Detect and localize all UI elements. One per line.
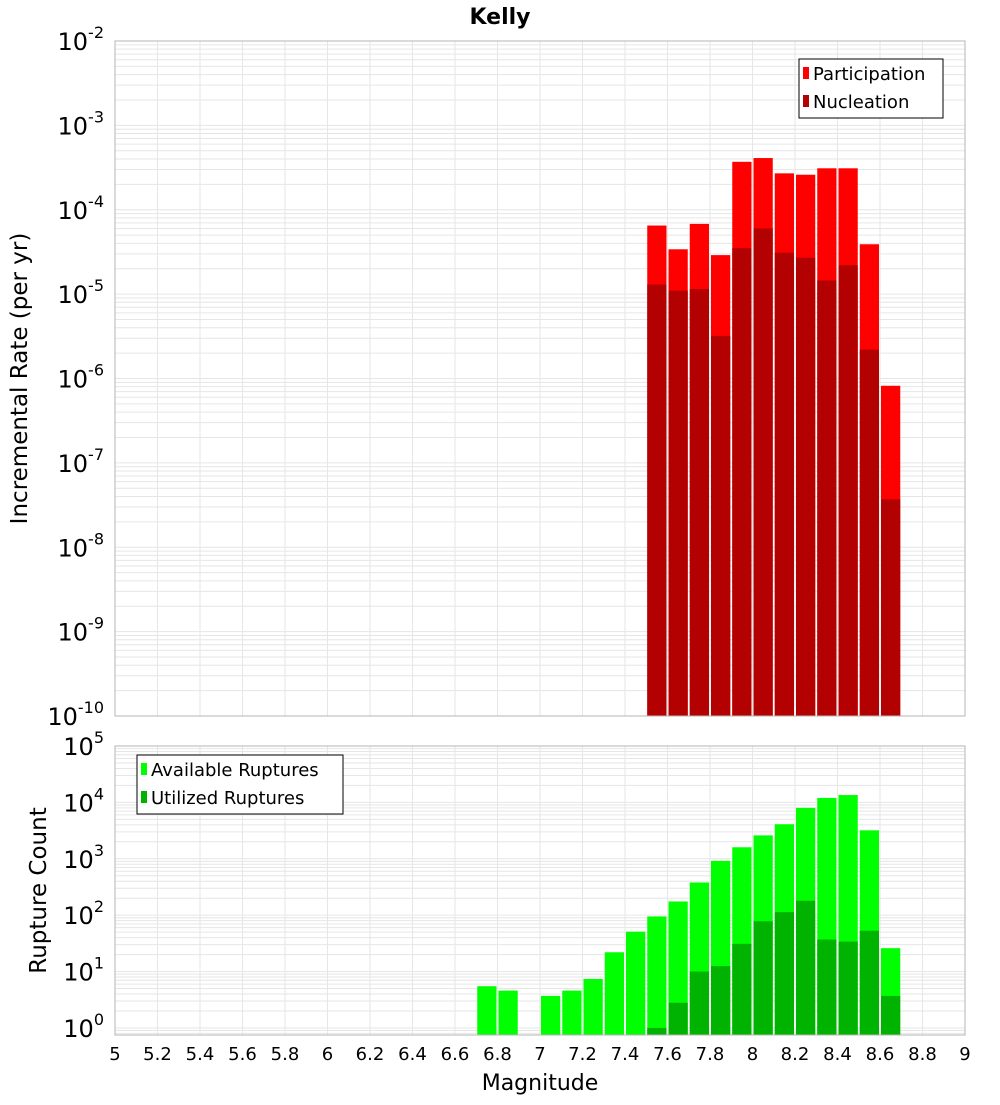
bar-available [647, 916, 667, 1035]
y-tick-label: 10-2 [58, 23, 105, 56]
bar-nucleation [689, 289, 709, 716]
bar-available [477, 986, 497, 1035]
plot-frame [114, 745, 966, 1036]
y-tick-label: 10-9 [58, 614, 105, 647]
y-tick-label: 105 [63, 728, 104, 761]
y-tick-label: 103 [63, 841, 104, 874]
top-panel: 10-10 10-9 10-8 10-7 10-6 10-5 10-4 10-3 10-2 Inc… [7, 23, 966, 731]
legend-swatch [803, 67, 809, 79]
x-tick-label: 6.2 [356, 1044, 385, 1065]
legend-label: Participation [813, 64, 925, 85]
x-tick-label: 7.4 [611, 1044, 640, 1065]
bar-nucleation [774, 252, 794, 716]
x-tick-label: 9 [959, 1044, 970, 1065]
legend-box [136, 754, 344, 815]
legend-box [798, 58, 944, 119]
bar-available [498, 990, 518, 1035]
x-tick-label: 6.8 [483, 1044, 512, 1065]
bar-nucleation [796, 257, 816, 716]
plot-frame [114, 40, 966, 717]
bar-available [604, 952, 624, 1035]
y-tick-label: 10-7 [58, 445, 105, 478]
bottom-panel: 100 101 102 103 104 105 Rupture Count 5 5.2 5.4 5.… [26, 728, 971, 1096]
y-tick-label: 10-10 [47, 698, 104, 731]
legend-label: Available Ruptures [151, 760, 319, 781]
y-tick-label: 10-4 [58, 192, 105, 225]
bar-utilized [711, 966, 731, 1035]
x-tick-label: 7.2 [568, 1044, 597, 1065]
y-axis-label: Rupture Count [26, 807, 52, 973]
x-tick-label: 5 [109, 1044, 120, 1065]
x-tick-label: 6 [322, 1044, 333, 1065]
legend-label: Utilized Ruptures [151, 788, 304, 809]
bar-nucleation [753, 228, 773, 716]
bar-utilized [881, 995, 901, 1035]
y-tick-label: 101 [63, 954, 104, 987]
x-tick-label: 5.2 [143, 1044, 172, 1065]
y-tick-label: 104 [63, 784, 104, 817]
bar-nucleation [817, 280, 837, 716]
bar-utilized [689, 971, 709, 1035]
bar-nucleation [647, 284, 667, 716]
bar-nucleation [838, 265, 858, 716]
bar-nucleation [859, 349, 879, 716]
bar-available [626, 931, 646, 1035]
bar-utilized [732, 943, 752, 1035]
x-tick-label: 8.2 [781, 1044, 810, 1065]
x-tick-label: 7 [534, 1044, 545, 1065]
bar-nucleation [881, 499, 901, 716]
x-tick-label: 5.6 [228, 1044, 257, 1065]
x-tick-label: 8.4 [823, 1044, 852, 1065]
x-tick-label: 7.6 [653, 1044, 682, 1065]
y-tick-label: 102 [63, 897, 104, 930]
y-tick-label: 100 [63, 1010, 104, 1043]
bar-utilized [838, 941, 858, 1035]
bar-utilized [859, 930, 879, 1035]
bar-nucleation [732, 248, 752, 717]
y-tick-label: 10-8 [58, 529, 105, 562]
bar-available [583, 978, 603, 1035]
chart-title: Kelly [469, 5, 530, 30]
y-tick-label: 10-6 [58, 361, 105, 394]
bar-utilized [753, 921, 773, 1035]
x-tick-label: 6.4 [398, 1044, 427, 1065]
bar-utilized [796, 900, 816, 1035]
legend-label: Nucleation [813, 92, 909, 113]
legend-swatch [141, 791, 147, 803]
x-tick-label: 8 [747, 1044, 758, 1065]
y-axis-label: Incremental Rate (per yr) [7, 233, 33, 525]
bar-utilized [774, 912, 794, 1035]
x-tick-label: 8.8 [908, 1044, 937, 1065]
bar-nucleation [668, 290, 688, 716]
bar-utilized [647, 1027, 667, 1035]
bar-available [541, 995, 561, 1035]
x-axis-label: Magnitude [482, 1071, 599, 1096]
y-tick-label: 10-5 [58, 276, 105, 309]
x-tick-label: 5.4 [186, 1044, 215, 1065]
legend-swatch [141, 763, 147, 775]
bar-available [668, 901, 688, 1035]
legend-swatch [803, 95, 809, 107]
bar-nucleation [711, 335, 731, 716]
bar-available [562, 990, 582, 1035]
y-tick-label: 10-3 [58, 107, 105, 140]
bar-utilized [668, 1002, 688, 1035]
x-tick-label: 7.8 [696, 1044, 725, 1065]
x-tick-label: 5.8 [271, 1044, 300, 1065]
x-tick-label: 6.6 [441, 1044, 470, 1065]
x-tick-label: 8.6 [866, 1044, 895, 1065]
bar-utilized [817, 939, 837, 1035]
